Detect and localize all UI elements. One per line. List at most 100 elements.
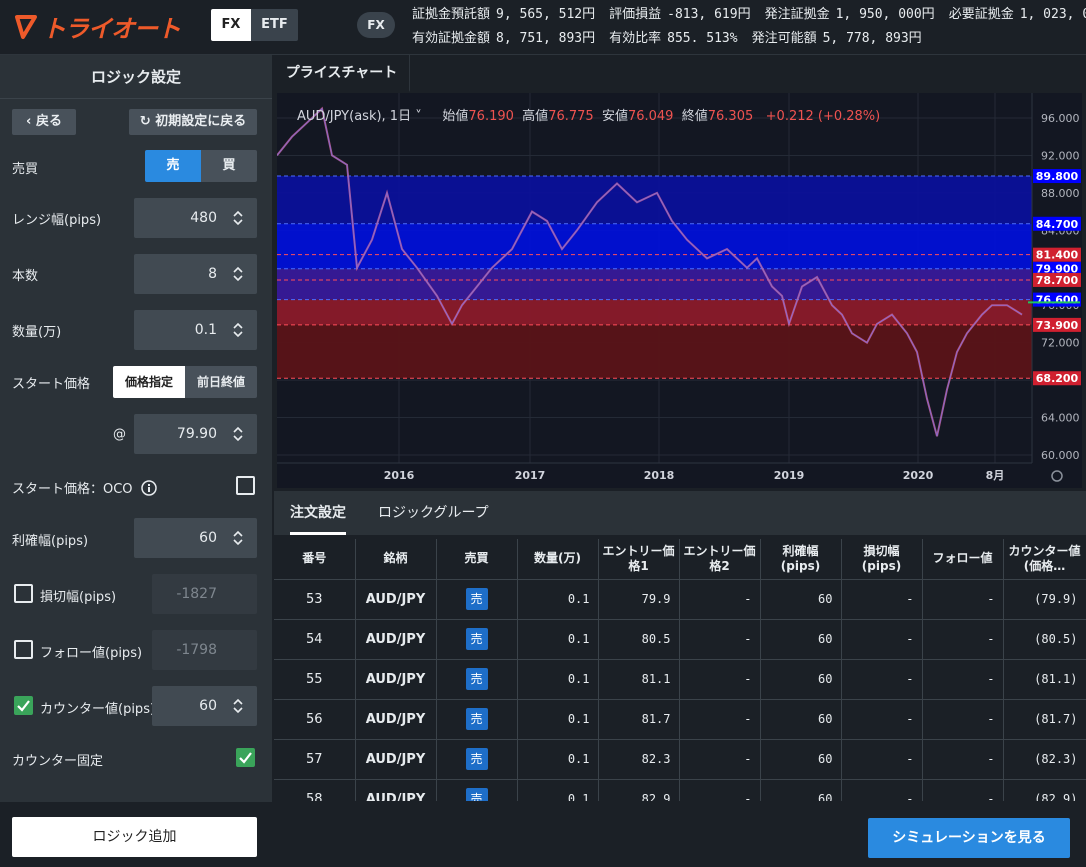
order-tabs: 注文設定 ロジックグループ <box>274 491 1086 535</box>
open-value: 76.190 <box>468 109 514 124</box>
column-header: エントリー価格1 <box>598 539 680 579</box>
price-level-text: 78.700 <box>1036 274 1079 287</box>
tab-etf[interactable]: ETF <box>251 9 298 41</box>
table-cell: - <box>841 778 923 801</box>
table-cell: 60 <box>760 658 842 699</box>
price-level-badge <box>1033 216 1081 231</box>
table-cell: 56 <box>274 698 356 739</box>
table-cell: (81.7) <box>1003 698 1086 739</box>
count-label: 本数 <box>12 269 39 284</box>
start-price-specify[interactable]: 価格指定 <box>113 366 185 398</box>
counter-checkbox[interactable] <box>14 696 33 715</box>
gear-icon[interactable] <box>1051 470 1063 482</box>
price-level-badge <box>1033 261 1081 276</box>
y-tick-label: 60.000 <box>1041 449 1080 462</box>
table-cell: - <box>922 698 1004 739</box>
x-tick-label: 2017 <box>515 469 546 482</box>
orders-table: 番号 銘柄 売買 数量(万) エントリー価格1 エントリー価格2 利確幅(pips) 損切幅(… <box>274 539 1086 801</box>
range-input[interactable]: 480 <box>134 198 257 238</box>
follow-checkbox[interactable] <box>14 640 33 659</box>
table-cell: (81.1) <box>1003 658 1086 699</box>
account-label: 発注可能額 <box>751 31 817 46</box>
table-cell: (82.3) <box>1003 738 1086 779</box>
sl-input[interactable]: -1827 <box>152 574 257 614</box>
table-row[interactable]: 53 AUD/JPY 売 0.1 79.9-60- - (79.9) <box>274 578 1086 619</box>
table-cell: 81.1 <box>598 658 680 699</box>
change-value: +0.212 (+0.28%) <box>765 109 881 124</box>
market-switch: FX ETF <box>211 9 298 41</box>
table-cell: AUD/JPY <box>355 618 437 659</box>
table-cell: AUD/JPY <box>355 578 437 619</box>
price-level-badge <box>1033 272 1081 287</box>
table-cell: - <box>841 738 923 779</box>
high-label: 高値 <box>522 109 549 124</box>
counter-input[interactable]: 60 <box>152 686 257 726</box>
tp-input[interactable]: 60 <box>134 518 257 558</box>
stepper-icon[interactable] <box>233 210 243 226</box>
table-row[interactable]: 55 AUD/JPY 売 0.1 81.1-60- - (81.1) <box>274 658 1086 699</box>
table-cell: 売 <box>436 698 518 739</box>
stepper-icon[interactable] <box>233 530 243 546</box>
tab-fx[interactable]: FX <box>211 9 251 41</box>
table-cell: 0.1 <box>517 698 599 739</box>
table-cell: 57 <box>274 738 356 779</box>
table-row[interactable]: 57 AUD/JPY 売 0.1 82.3-60- - (82.3) <box>274 738 1086 779</box>
account-item: 必要証拠金 1, 023, 000円 <box>949 3 1086 27</box>
stepper-icon[interactable] <box>233 698 243 714</box>
counter-label: カウンター値(pips) <box>40 702 156 717</box>
table-cell: (82.9) <box>1003 778 1086 801</box>
account-item: 発注可能額 5, 778, 893円 <box>752 27 922 51</box>
chevron-down-icon[interactable]: ˅ <box>415 109 422 124</box>
y-tick-label: 96.000 <box>1041 112 1080 125</box>
table-cell: 0.1 <box>517 618 599 659</box>
simulate-button[interactable]: シミュレーションを見る <box>868 818 1070 858</box>
account-value: -813, 619円 <box>667 7 751 22</box>
table-cell: 0.1 <box>517 778 599 801</box>
tab-order-settings[interactable]: 注文設定 <box>290 491 346 535</box>
market-pill[interactable]: FX <box>357 12 395 38</box>
info-icon[interactable] <box>140 480 157 496</box>
table-row[interactable]: 58 AUD/JPY 売 0.1 82.9-60- - (82.9) <box>274 778 1086 801</box>
sell-badge: 売 <box>465 748 488 770</box>
sell-badge: 売 <box>465 788 488 801</box>
chart-canvas[interactable]: 96.00092.00088.00084.00080.00076.00072.0… <box>276 93 1082 488</box>
logo[interactable]: トライオート <box>14 10 181 43</box>
follow-input[interactable]: -1798 <box>152 630 257 670</box>
price-level-text: 73.900 <box>1036 319 1079 332</box>
stepper-icon[interactable] <box>233 322 243 338</box>
follow-label: フォロー値(pips) <box>40 646 143 661</box>
qty-label: 数量(万) <box>12 325 62 340</box>
table-cell: - <box>922 778 1004 801</box>
oco-checkbox[interactable] <box>236 476 255 495</box>
add-logic-button[interactable]: ロジック追加 <box>12 817 257 857</box>
tab-price-chart[interactable]: プライスチャート <box>274 55 410 92</box>
table-row[interactable]: 56 AUD/JPY 売 0.1 81.7-60- - (81.7) <box>274 698 1086 739</box>
stepper-icon[interactable] <box>233 426 243 442</box>
tab-logic-group[interactable]: ロジックグループ <box>378 505 489 521</box>
counter-fixed-checkbox[interactable] <box>236 748 255 767</box>
side-sell[interactable]: 売 <box>145 150 201 182</box>
table-cell: - <box>922 618 1004 659</box>
sl-checkbox[interactable] <box>14 584 33 603</box>
count-input[interactable]: 8 <box>134 254 257 294</box>
close-value: 76.305 <box>707 109 754 124</box>
reset-button[interactable]: ↻ 初期設定に戻る <box>129 109 257 135</box>
price-chart[interactable]: 96.00092.00088.00084.00080.00076.00072.0… <box>276 93 1082 488</box>
logo-icon <box>15 15 37 39</box>
symbol-label[interactable]: AUD/JPY(ask), 1日 <box>297 109 412 124</box>
table-cell: AUD/JPY <box>355 658 437 699</box>
qty-input[interactable]: 0.1 <box>134 310 257 350</box>
table-cell: 60 <box>760 778 842 801</box>
chart-legend: AUD/JPY(ask), 1日 ˅ 始値76.190 高値76.775 安値7… <box>297 105 880 124</box>
tp-label: 利確幅(pips) <box>12 534 89 549</box>
column-header: 利確幅(pips) <box>760 539 842 579</box>
account-item: 有効証拠金額 8, 751, 893円 <box>412 27 595 51</box>
table-row[interactable]: 54 AUD/JPY 売 0.1 80.5-60- - (80.5) <box>274 618 1086 659</box>
side-buy[interactable]: 買 <box>201 150 257 182</box>
sell-zone-band <box>277 299 1032 325</box>
start-price-prevclose[interactable]: 前日終値 <box>185 366 257 398</box>
back-button[interactable]: ‹ 戻る <box>12 109 76 135</box>
stepper-icon[interactable] <box>233 266 243 282</box>
table-cell: - <box>679 738 761 779</box>
start-price-input[interactable]: 79.90 <box>134 414 257 454</box>
